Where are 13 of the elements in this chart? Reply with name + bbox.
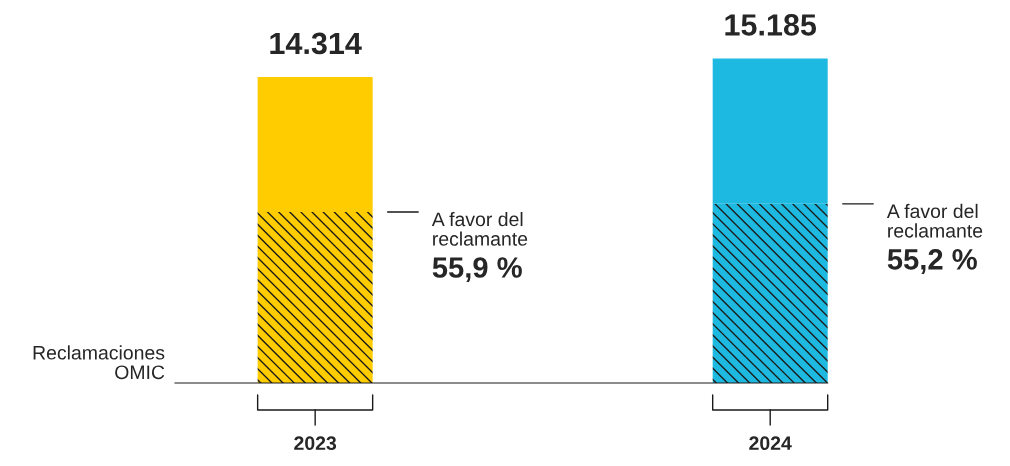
x-tick-label: 2024 xyxy=(749,436,792,451)
text: Reclamaciones OMIC xyxy=(33,345,165,380)
text: 55,2 % xyxy=(887,249,977,274)
bar xyxy=(257,211,373,383)
bar xyxy=(257,76,373,212)
annotation: 55,9 % xyxy=(432,257,522,283)
text: A favor del reclamante xyxy=(431,211,528,246)
text: 15.185 xyxy=(725,14,817,36)
text: A favor del reclamante xyxy=(886,203,983,238)
text: 14.314 xyxy=(270,32,362,55)
bar xyxy=(712,203,828,383)
bar xyxy=(712,58,828,204)
x-tick-label: 2023 xyxy=(294,436,337,451)
